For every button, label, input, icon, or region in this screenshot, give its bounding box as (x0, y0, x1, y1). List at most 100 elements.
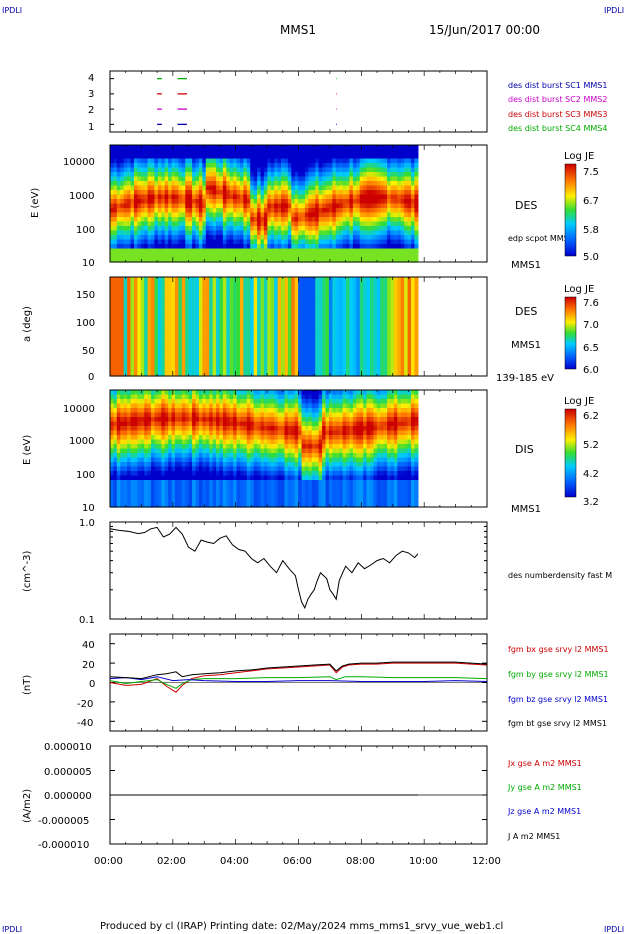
spectrogram-cell (130, 158, 135, 164)
spectrogram-cell (243, 304, 248, 311)
spectrogram-cell (113, 390, 118, 396)
spectrogram-cell (192, 484, 197, 490)
spectrogram-cell (250, 199, 255, 205)
spectrogram-cell (127, 149, 132, 155)
spectrogram-cell (318, 354, 323, 361)
spectrogram-cell (376, 208, 381, 214)
spectrogram-cell (270, 337, 275, 344)
spectrogram-cell (318, 310, 323, 317)
spectrogram-cell (113, 253, 118, 259)
spectrogram-cell (250, 315, 255, 322)
spectrogram-cell (304, 212, 310, 218)
spectrogram-cell (301, 239, 306, 245)
spectrogram-cell (233, 167, 238, 173)
spectrogram-cell (349, 208, 354, 214)
spectrogram-cell (185, 217, 190, 223)
spectrogram-cell (332, 190, 337, 196)
spectrogram-cell (229, 315, 234, 322)
spectrogram-cell (346, 343, 351, 350)
spectrogram-cell (325, 337, 330, 344)
spectrogram-cell (168, 163, 173, 169)
spectrogram-cell (304, 248, 310, 254)
spectrogram-cell (246, 370, 251, 377)
spectrogram-cell (168, 304, 173, 311)
spectrogram-cell (294, 226, 299, 232)
spectrogram-cell (168, 172, 173, 178)
spectrogram-cell (147, 421, 152, 427)
spectrogram-cell (188, 248, 193, 254)
spectrogram-cell (308, 348, 313, 355)
spectrogram-cell (229, 493, 234, 499)
spectrogram-cell (250, 370, 255, 377)
corner-label-bottom-left: IPDLI (2, 925, 22, 934)
spectrogram-cell (332, 163, 337, 169)
spectrogram-cell (185, 403, 190, 409)
spectrogram-cell (192, 199, 197, 205)
spectrogram-cell (113, 448, 118, 454)
spectrogram-cell (137, 343, 142, 350)
spectrogram-cell (154, 502, 159, 508)
spectrogram-cell (226, 390, 231, 396)
spectrogram-cell (130, 484, 135, 490)
spectrogram-cell (390, 172, 395, 178)
spectrogram-cell (151, 248, 156, 254)
spectrogram-cell (202, 439, 207, 445)
spectrogram-cell (198, 502, 203, 508)
spectrogram-cell (154, 253, 159, 259)
spectrogram-cell (226, 282, 231, 289)
spectrogram-cell (274, 185, 279, 191)
spectrogram-cell (260, 145, 265, 151)
spectrogram-cell (120, 390, 125, 396)
spectrogram-cell (185, 480, 190, 486)
spectrogram-cell (110, 426, 115, 432)
spectrogram-cell (116, 489, 121, 495)
spectrogram-cell (291, 359, 296, 366)
spectrogram-cell (263, 199, 268, 205)
spectrogram-cell (219, 453, 224, 459)
spectrogram-cell (202, 457, 207, 463)
spectrogram-cell (133, 221, 138, 227)
spectrogram-cell (151, 154, 156, 160)
spectrogram-cell (222, 221, 227, 227)
spectrogram-cell (263, 332, 268, 339)
spectrogram-cell (154, 403, 159, 409)
spectrogram-cell (277, 212, 282, 218)
spectrogram-cell (157, 484, 162, 490)
spectrogram-cell (318, 239, 323, 245)
spectrogram-cell (270, 194, 275, 200)
spectrogram-cell (240, 145, 245, 151)
spectrogram-cell (178, 315, 183, 322)
spectrogram-cell (318, 203, 323, 209)
spectrogram-cell (154, 172, 159, 178)
spectrogram-cell (147, 299, 152, 306)
spectrogram-cell (373, 244, 378, 250)
spectrogram-cell (328, 217, 333, 223)
spectrogram-cell (144, 457, 149, 463)
spectrogram-cell (147, 498, 152, 504)
spectrogram-cell (226, 421, 231, 427)
spectrogram-cell (366, 226, 371, 232)
spectrogram-cell (164, 417, 169, 423)
spectrogram-cell (222, 194, 227, 200)
spectrogram-cell (322, 185, 327, 191)
spectrogram-cell (219, 235, 224, 241)
spectrogram-cell (229, 230, 234, 236)
spectrogram-cell (369, 194, 375, 200)
spectrogram-cell (168, 217, 173, 223)
spectrogram-cell (171, 480, 176, 486)
spectrogram-cell (240, 304, 245, 311)
spectrogram-cell (400, 221, 405, 227)
spectrogram-cell (144, 394, 149, 400)
spectrogram-cell (137, 226, 142, 232)
spectrogram-cell (178, 235, 183, 241)
spectrogram-cell (346, 248, 351, 254)
spectrogram-cell (116, 163, 121, 169)
spectrogram-cell (369, 190, 375, 196)
spectrogram-cell (349, 154, 354, 160)
spectrogram-cell (414, 176, 419, 182)
spectrogram-cell (151, 390, 156, 396)
spectrogram-cell (151, 471, 156, 477)
spectrogram-cell (298, 194, 303, 200)
spectrogram-cell (318, 365, 323, 372)
spectrogram-cell (318, 248, 323, 254)
